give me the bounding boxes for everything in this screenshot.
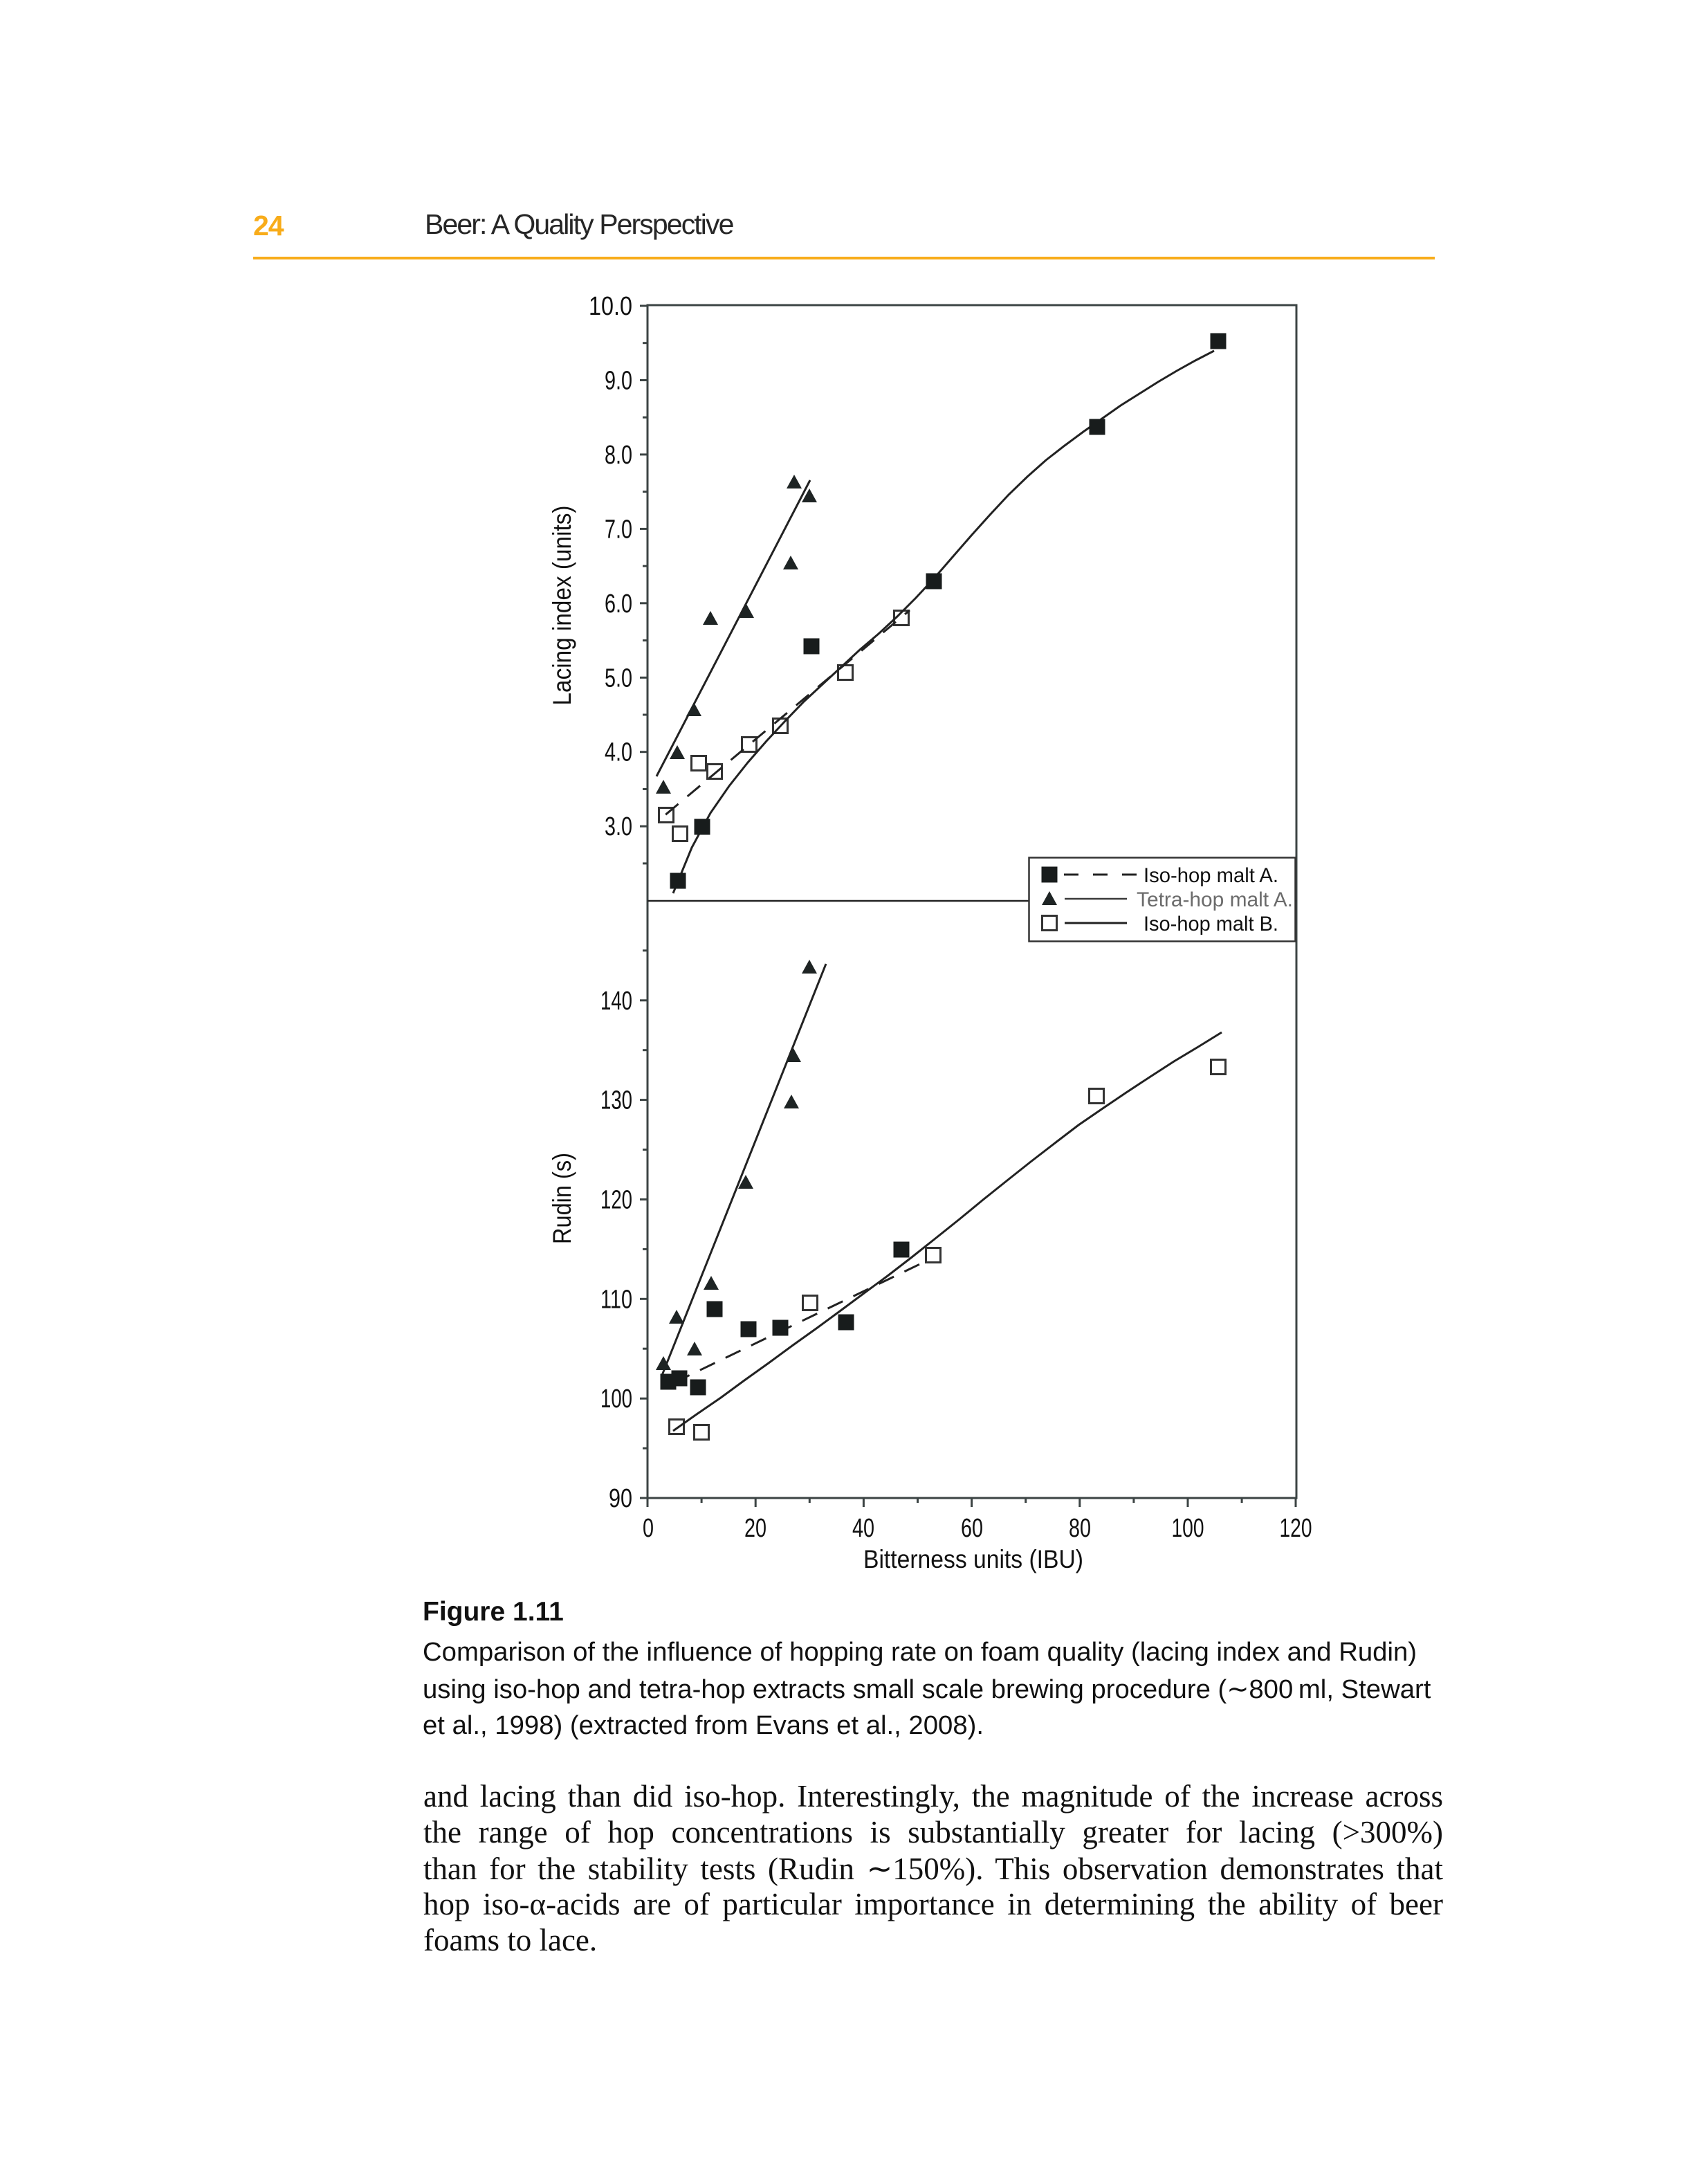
- svg-text:9.0: 9.0: [605, 367, 632, 396]
- svg-text:6.0: 6.0: [605, 590, 632, 619]
- svg-text:10.0: 10.0: [589, 292, 632, 321]
- svg-text:120: 120: [600, 1186, 632, 1215]
- svg-text:110: 110: [600, 1285, 632, 1314]
- svg-text:8.0: 8.0: [605, 441, 632, 470]
- svg-text:Tetra-hop malt A.: Tetra-hop malt A.: [1137, 888, 1293, 911]
- svg-text:100: 100: [600, 1385, 632, 1414]
- svg-text:120: 120: [1280, 1514, 1312, 1543]
- svg-text:Bitterness units (IBU): Bitterness units (IBU): [863, 1545, 1083, 1573]
- svg-text:100: 100: [1172, 1514, 1204, 1543]
- svg-text:5.0: 5.0: [605, 664, 632, 693]
- svg-text:60: 60: [961, 1514, 983, 1543]
- svg-text:140: 140: [600, 987, 632, 1016]
- svg-text:90: 90: [609, 1484, 632, 1513]
- svg-text:130: 130: [600, 1086, 632, 1115]
- svg-text:Rudin (s): Rudin (s): [548, 1153, 576, 1244]
- svg-text:Iso-hop malt B.: Iso-hop malt B.: [1144, 913, 1278, 935]
- svg-text:80: 80: [1069, 1514, 1091, 1543]
- svg-text:3.0: 3.0: [605, 812, 632, 841]
- svg-text:0: 0: [643, 1514, 654, 1543]
- svg-text:4.0: 4.0: [605, 738, 632, 767]
- svg-text:Lacing index (units): Lacing index (units): [548, 506, 576, 706]
- svg-text:7.0: 7.0: [605, 515, 632, 544]
- svg-text:40: 40: [852, 1514, 874, 1543]
- svg-text:Iso-hop malt A.: Iso-hop malt A.: [1144, 864, 1278, 887]
- svg-text:20: 20: [744, 1514, 766, 1543]
